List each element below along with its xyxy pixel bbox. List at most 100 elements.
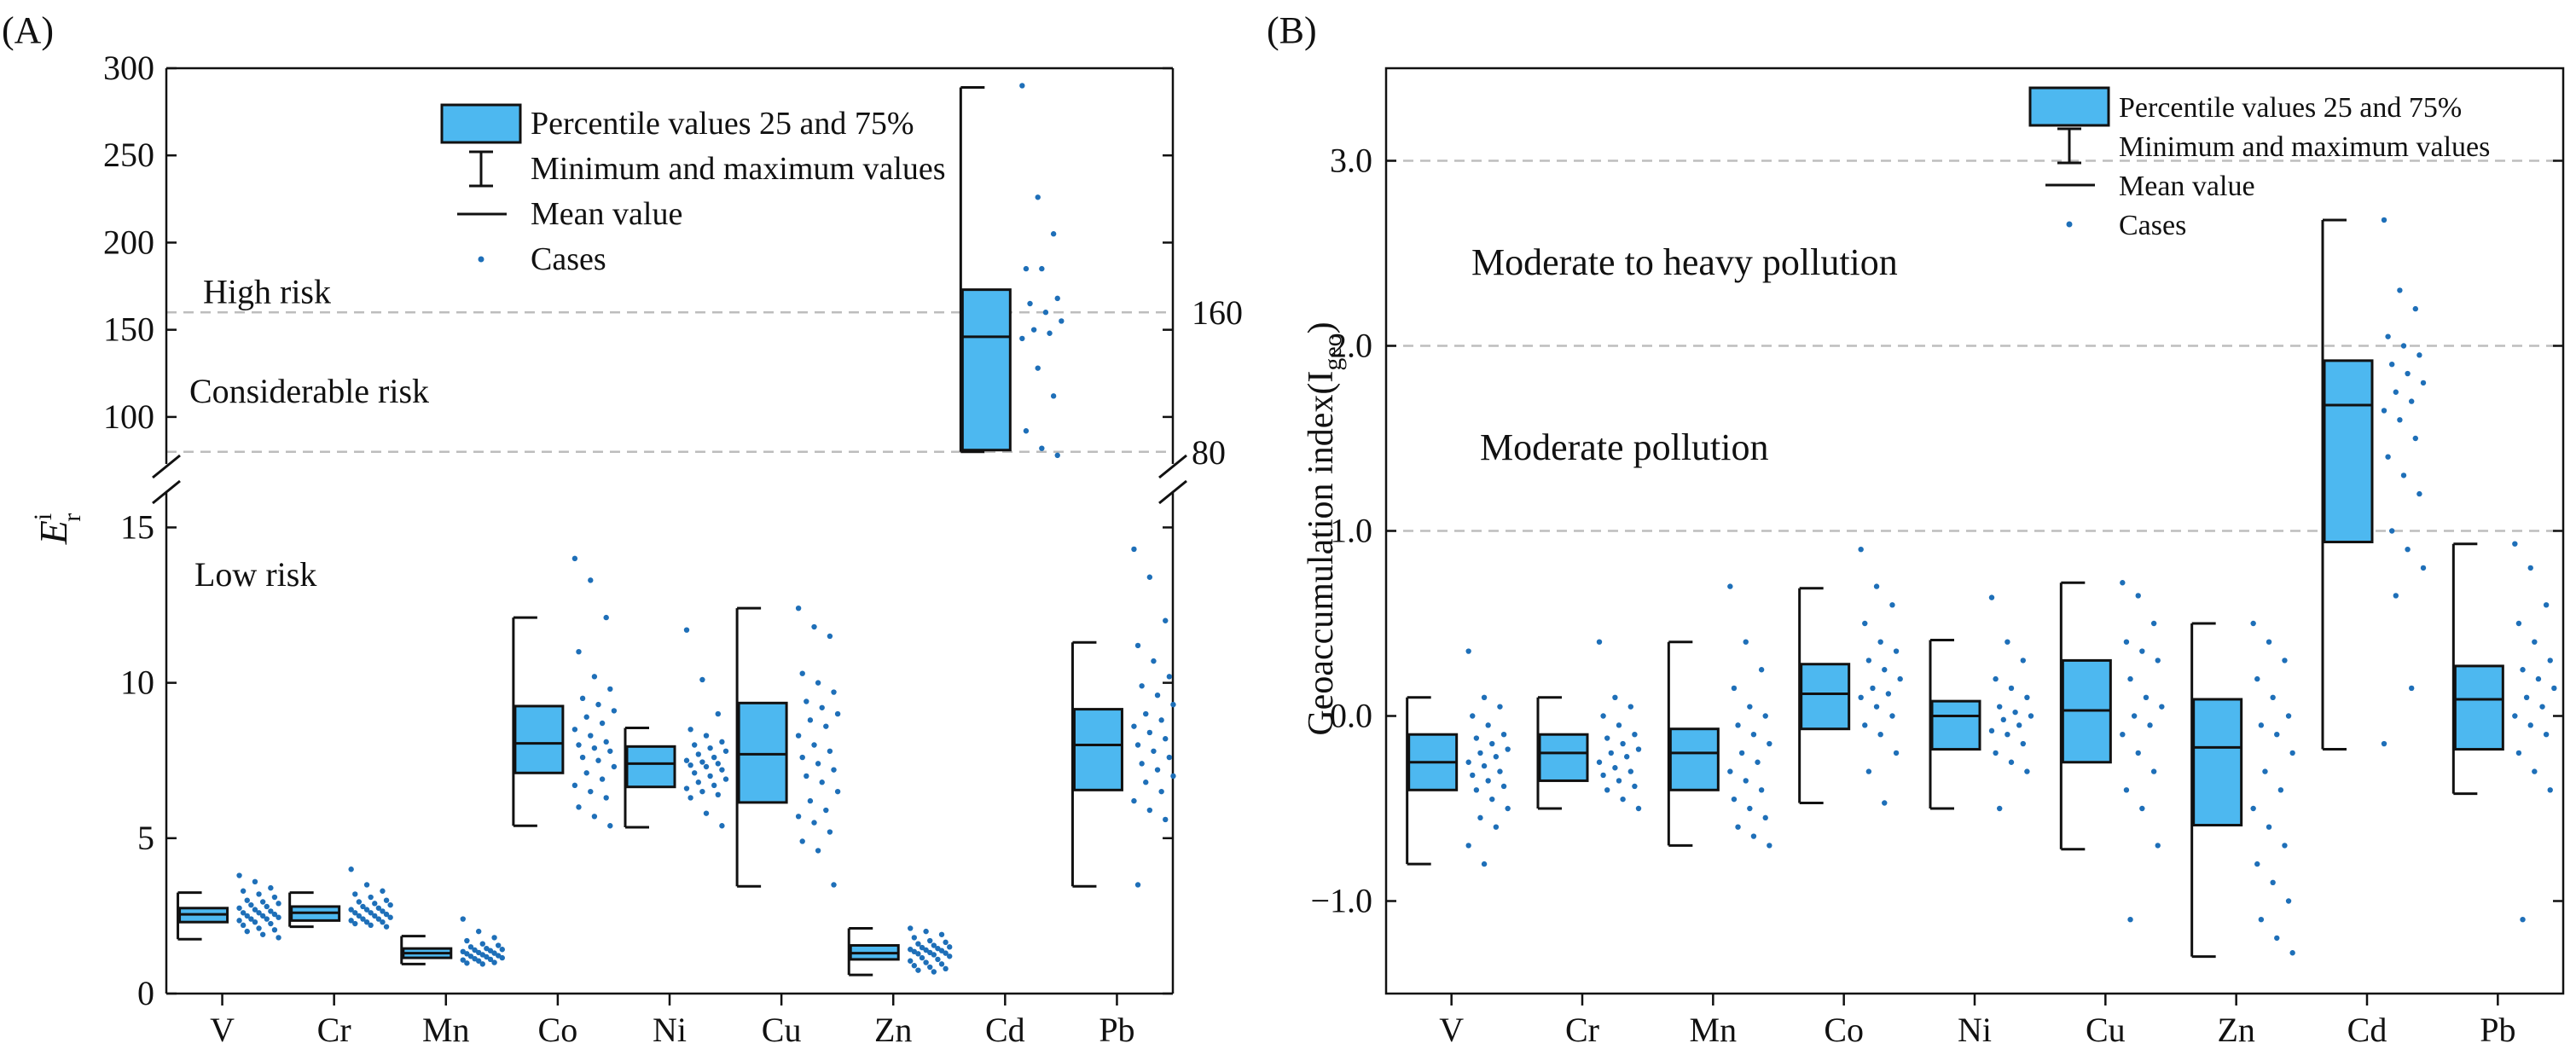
box-cr-case-point <box>348 866 354 872</box>
box-zn-case-point <box>927 937 933 944</box>
box-cd-case-point <box>1023 265 1030 272</box>
box-cu-case-point <box>811 623 817 630</box>
box-v-case-point <box>236 872 242 878</box>
box-mn-case-point <box>1747 805 1753 812</box>
box-v-case-point <box>1505 746 1511 752</box>
box-cu-case-point <box>831 767 837 773</box>
box-cr-case-point <box>1627 704 1634 710</box>
box-mn-case-point <box>1727 768 1733 774</box>
box-cu-case-point <box>807 717 814 723</box>
box-cu-case-point <box>795 733 802 739</box>
box-v-case-point <box>276 914 281 920</box>
box-cr-case-point <box>348 918 354 924</box>
box-v-case-point <box>1489 796 1495 803</box>
box-cr-cases <box>1596 639 1642 812</box>
x-tick-label: V <box>1439 1011 1464 1049</box>
box-pb-case-point <box>1166 674 1173 680</box>
axis-break-mark <box>1158 479 1187 505</box>
box-co-case-point <box>583 714 589 720</box>
box-cr-case-point <box>380 888 386 894</box>
box-cd-cases <box>2381 217 2427 747</box>
box-v-case-point <box>1470 713 1476 719</box>
box-mn-case-point <box>1727 583 1733 589</box>
box-ni-box <box>1930 699 1981 751</box>
box-cr-case-point <box>383 897 390 903</box>
box-zn-case-point <box>2254 861 2260 867</box>
box-pb-case-point <box>1131 546 1137 553</box>
box-cd-case-point <box>2409 685 2415 692</box>
box-co-cases <box>571 555 618 829</box>
box-pb-case-point <box>1154 767 1161 773</box>
box-mn-case-point <box>1767 740 1772 747</box>
box-co-case-point <box>599 720 606 727</box>
box-zn-case-point <box>2289 950 2295 956</box>
box-co-case-point <box>579 695 586 702</box>
box-ni-case-point <box>683 785 690 791</box>
box-ni-cases <box>1988 594 2034 812</box>
box-mn-case-point <box>499 947 505 953</box>
box-cr-case-point <box>1620 740 1626 747</box>
box-mn-case-point <box>472 947 478 953</box>
box-cu-case-point <box>799 754 805 761</box>
box-zn-case-point <box>938 931 945 937</box>
legend-mean-label: Mean value <box>2119 171 2255 202</box>
box-cu-case-point <box>834 788 841 795</box>
box-cd-case-point <box>2412 435 2418 442</box>
axis-break-mark <box>152 479 181 505</box>
box-cu-case-point <box>2155 658 2161 664</box>
box-cr-case-point <box>352 920 358 927</box>
box-co-case-point <box>1870 685 1876 692</box>
box-cu-case-point <box>799 838 805 844</box>
box-cu-case-point <box>815 680 821 686</box>
box-cu-case-point <box>804 773 809 780</box>
box-cu-case-point <box>819 780 825 785</box>
box-zn-case-point <box>947 944 953 950</box>
box-zn-case-point <box>931 942 937 948</box>
box-cr-case-point <box>368 894 374 901</box>
box-cu-case-point <box>799 670 805 676</box>
box-ni-case-point <box>1997 805 2003 812</box>
box-mn-case-point <box>1758 787 1765 793</box>
axis-break-mark <box>152 454 181 479</box>
box-cu-case-point <box>834 710 841 717</box>
box-v-case-point <box>236 905 242 911</box>
box-co-case-point <box>1873 704 1880 710</box>
box-cd-case-point <box>2416 490 2422 497</box>
x-tick-label: Zn <box>2217 1011 2254 1049</box>
box-cd-case-point <box>1054 295 1060 302</box>
box-mn-case-point <box>1750 833 1757 839</box>
x-tick-label: Cr <box>1565 1011 1599 1049</box>
box-v-case-point <box>268 908 274 914</box>
box-mn-case-point <box>1743 778 1749 784</box>
box-pb-case-point <box>1146 729 1153 736</box>
box-co-case-point <box>571 782 578 789</box>
box-ni-case-point <box>719 767 725 773</box>
box-v-cases <box>1465 648 1511 867</box>
box-zn-case-point <box>911 963 918 969</box>
box-mn-case-point <box>1762 814 1768 821</box>
box-cd-case-point <box>2381 217 2387 223</box>
zone-label-moderate: Moderate pollution <box>1480 426 1769 468</box>
box-ni-case-point <box>2000 716 2006 723</box>
box-co-case-point <box>1862 722 1868 728</box>
box-cu-case-point <box>807 797 814 804</box>
box-cr-case-point <box>363 919 370 925</box>
box-cr-case-point <box>1604 787 1610 793</box>
box-cr-case-point <box>1616 778 1622 784</box>
box-zn-case-point <box>2258 917 2265 923</box>
box-mn-cases <box>1727 583 1772 849</box>
box-pb-case-point <box>2535 675 2542 682</box>
box-mn-case-point <box>460 957 466 963</box>
box-cr-case-point <box>363 907 370 913</box>
box-zn-case-point <box>938 948 945 953</box>
box-v-case-point <box>268 920 274 927</box>
box-cr-case-point <box>368 922 374 929</box>
x-tick-label: Pb <box>2480 1011 2515 1049</box>
box-pb-case-point <box>2543 732 2550 738</box>
box-cu-case-point <box>2135 593 2141 599</box>
box-cu-cases <box>795 605 841 888</box>
box-ni-case-point <box>703 763 710 770</box>
box-pb-case-point <box>1134 642 1141 649</box>
panel-a: (A) 160 80 100 150 200 250 300 0 5 10 15 Eir High ris… <box>2 9 1243 1049</box>
box-ni-box <box>625 745 676 789</box>
